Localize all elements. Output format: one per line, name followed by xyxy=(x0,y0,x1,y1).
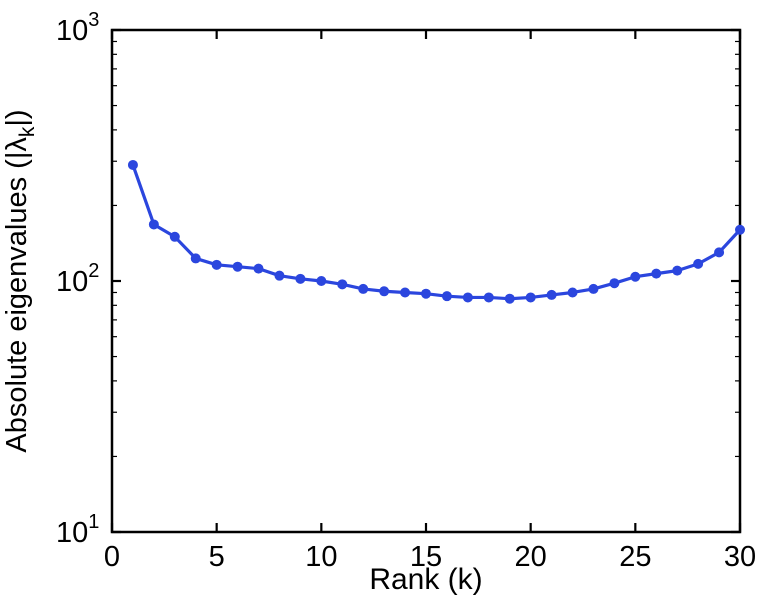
data-point xyxy=(525,292,536,303)
data-point xyxy=(441,291,452,302)
x-tick-label: 0 xyxy=(104,541,120,573)
data-point xyxy=(672,265,683,276)
data-point xyxy=(546,289,557,300)
axis-major-ticks xyxy=(110,28,742,534)
data-point xyxy=(232,261,243,272)
data-point xyxy=(400,287,411,298)
data-point xyxy=(651,268,662,279)
data-point xyxy=(630,271,641,282)
data-point xyxy=(483,292,494,303)
data-point xyxy=(127,159,138,170)
x-axis-label: Rank (k) xyxy=(369,563,482,596)
x-tick-labels: 0 5 10 15 20 25 30 xyxy=(104,541,756,573)
data-point xyxy=(316,276,327,286)
data-markers xyxy=(127,159,745,304)
x-tick-label: 20 xyxy=(515,541,547,573)
data-point xyxy=(148,219,159,230)
plot-area: 0 5 10 15 20 25 30 101 102 103 Absolute eigenvalue… xyxy=(1,9,756,573)
x-tick-label: 30 xyxy=(724,541,756,573)
plot-border xyxy=(110,28,742,534)
data-point xyxy=(735,224,745,235)
data-point xyxy=(504,293,515,304)
y-minor-ticks xyxy=(112,40,740,458)
data-point xyxy=(421,288,431,299)
data-point xyxy=(462,292,473,303)
y-tick-label: 103 xyxy=(56,9,99,47)
x-tick-label: 15 xyxy=(410,541,442,573)
data-point xyxy=(211,259,222,270)
data-point xyxy=(358,283,369,294)
y-tick-label: 102 xyxy=(56,260,99,298)
data-point xyxy=(567,287,578,298)
data-point xyxy=(714,247,725,258)
x-tick-label: 10 xyxy=(305,541,337,573)
y-tick-labels: 101 102 103 xyxy=(56,9,99,549)
data-line xyxy=(131,163,742,301)
data-point xyxy=(609,278,620,289)
data-point xyxy=(337,279,348,290)
data-point xyxy=(693,258,704,269)
data-point xyxy=(190,253,201,264)
x-tick-label: 5 xyxy=(209,541,225,573)
data-point xyxy=(295,273,306,284)
y-tick-label: 101 xyxy=(56,511,99,549)
data-point xyxy=(379,286,390,297)
x-tick-label: 25 xyxy=(619,541,651,573)
data-point xyxy=(274,270,285,281)
data-point xyxy=(169,231,180,242)
y-axis-label: Absolute eigenvalues (|λk|) xyxy=(1,109,39,452)
data-point xyxy=(253,263,264,274)
data-point xyxy=(588,283,599,294)
